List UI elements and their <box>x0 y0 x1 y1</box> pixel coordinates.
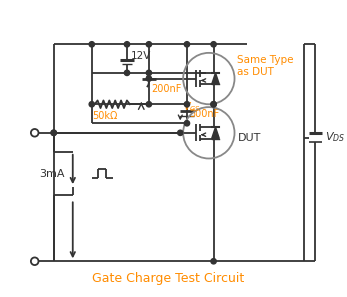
Text: DUT: DUT <box>238 132 262 143</box>
Text: 12V: 12V <box>131 51 151 61</box>
Text: 3mA: 3mA <box>40 169 65 179</box>
Circle shape <box>211 102 216 107</box>
Circle shape <box>51 130 57 135</box>
Text: 200nF: 200nF <box>152 84 182 94</box>
Polygon shape <box>212 127 219 138</box>
Circle shape <box>89 42 94 47</box>
Circle shape <box>89 102 94 107</box>
Circle shape <box>124 42 130 47</box>
Circle shape <box>146 70 152 75</box>
Circle shape <box>146 76 152 81</box>
Text: 50kΩ: 50kΩ <box>92 111 117 121</box>
Text: Gate Charge Test Circuit: Gate Charge Test Circuit <box>92 272 244 285</box>
Circle shape <box>184 42 189 47</box>
Circle shape <box>146 102 152 107</box>
Circle shape <box>211 259 216 264</box>
Text: $V_{DS}$: $V_{DS}$ <box>325 131 345 144</box>
Circle shape <box>178 130 183 135</box>
Circle shape <box>184 121 189 126</box>
Polygon shape <box>212 73 219 84</box>
Circle shape <box>146 42 152 47</box>
Circle shape <box>51 130 57 135</box>
Circle shape <box>211 42 216 47</box>
Text: 300nF: 300nF <box>190 109 220 119</box>
Circle shape <box>211 102 216 107</box>
Circle shape <box>184 102 189 107</box>
Text: $V_{GS}$: $V_{GS}$ <box>183 100 201 114</box>
Circle shape <box>124 70 130 75</box>
Text: Same Type
as DUT: Same Type as DUT <box>237 55 294 77</box>
